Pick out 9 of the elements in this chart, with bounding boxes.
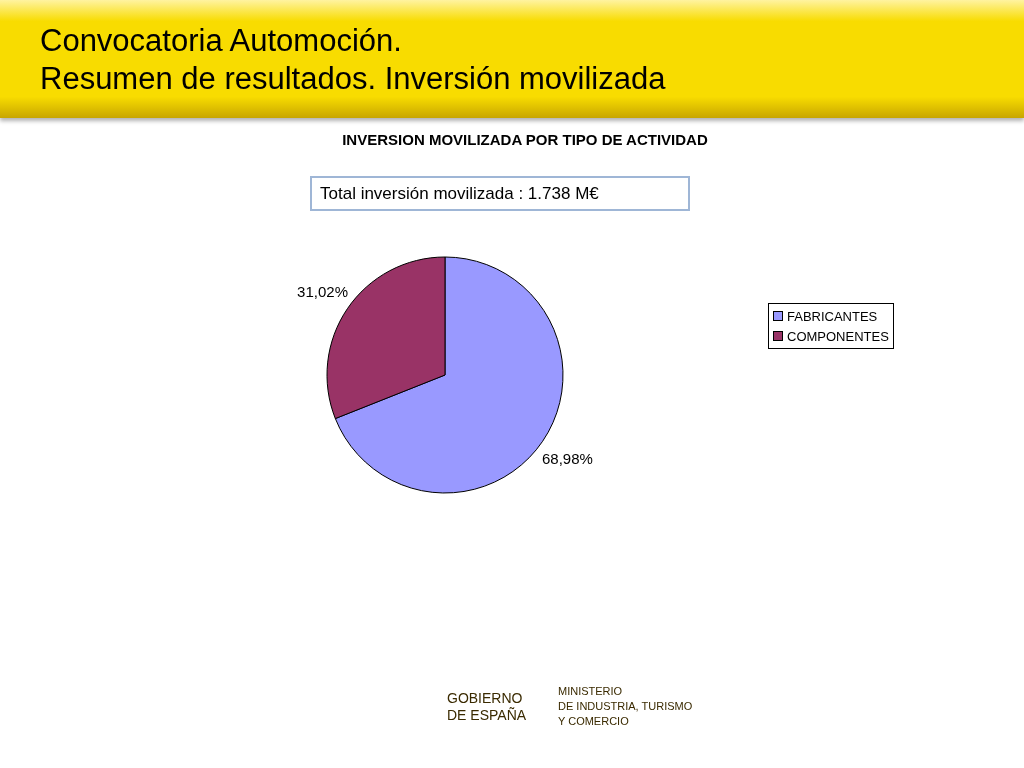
data-label: 31,02%	[297, 283, 348, 301]
data-label: 68,98%	[542, 449, 593, 467]
legend-label: FABRICANTES	[787, 308, 878, 324]
chart-subtitle: INVERSION MOVILIZADA POR TIPO DE ACTIVIDAD	[341, 131, 709, 148]
chart-title: Convocatoria Automoción. Resumen de resultados. Inversión movilizada	[40, 22, 666, 98]
text: GOBIERNO DE ESPAÑA	[447, 690, 527, 724]
text: MINISTERIO DE INDUSTRIA, TURISMO Y COMERCIO	[558, 684, 693, 729]
legend-label: COMPONENTES	[787, 328, 889, 344]
text: Total inversión movilizada : 1.738 M€	[310, 176, 690, 211]
